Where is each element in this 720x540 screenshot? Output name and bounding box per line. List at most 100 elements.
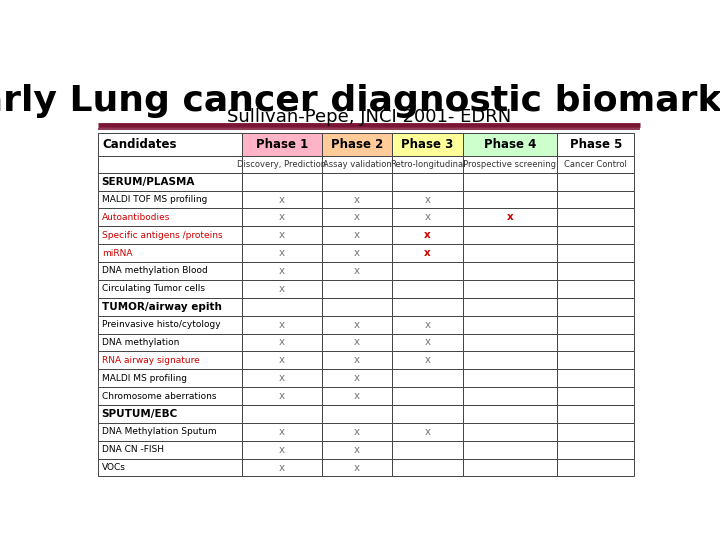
Bar <box>322 441 392 458</box>
Bar <box>557 352 634 369</box>
Text: Assay validation: Assay validation <box>323 160 392 168</box>
Bar <box>242 369 322 387</box>
Text: x: x <box>354 194 360 205</box>
Text: Autoantibodies: Autoantibodies <box>102 213 170 222</box>
Bar <box>242 387 322 405</box>
Bar <box>392 423 463 441</box>
Bar <box>322 369 392 387</box>
Bar <box>463 133 557 156</box>
Text: x: x <box>424 427 431 437</box>
Bar <box>392 244 463 262</box>
Text: Early Lung cancer diagnostic biomarkers: Early Lung cancer diagnostic biomarkers <box>0 84 720 118</box>
Text: Candidates: Candidates <box>103 138 177 151</box>
Bar <box>242 334 322 352</box>
Bar <box>463 316 557 334</box>
Bar <box>557 133 634 156</box>
Text: x: x <box>354 266 360 276</box>
Bar <box>392 369 463 387</box>
Bar <box>99 280 242 298</box>
Bar <box>392 298 463 316</box>
Text: x: x <box>354 355 360 366</box>
Text: Cancer Control: Cancer Control <box>564 160 627 168</box>
Text: SERUM/PLASMA: SERUM/PLASMA <box>102 177 195 187</box>
Bar <box>99 405 242 423</box>
Bar <box>242 226 322 244</box>
Bar <box>99 458 242 476</box>
Bar <box>322 262 392 280</box>
Bar <box>242 280 322 298</box>
Bar <box>242 298 322 316</box>
Bar <box>322 298 392 316</box>
Bar <box>242 458 322 476</box>
Bar <box>463 208 557 226</box>
Bar <box>557 334 634 352</box>
Bar <box>99 352 242 369</box>
Bar <box>463 423 557 441</box>
Text: Prospective screening: Prospective screening <box>464 160 557 168</box>
Text: x: x <box>507 212 513 222</box>
Text: MALDI TOF MS profiling: MALDI TOF MS profiling <box>102 195 207 204</box>
Text: x: x <box>279 284 285 294</box>
Text: Phase 2: Phase 2 <box>331 138 383 151</box>
Bar <box>322 226 392 244</box>
Bar <box>463 387 557 405</box>
Bar <box>392 334 463 352</box>
Bar <box>242 156 322 173</box>
Bar <box>99 298 242 316</box>
Bar <box>557 244 634 262</box>
Bar <box>99 191 242 208</box>
Bar <box>463 173 557 191</box>
Text: x: x <box>279 427 285 437</box>
Bar <box>322 334 392 352</box>
Text: x: x <box>354 391 360 401</box>
Bar <box>99 226 242 244</box>
Text: x: x <box>354 427 360 437</box>
Bar <box>242 133 322 156</box>
Text: x: x <box>354 212 360 222</box>
Bar <box>322 244 392 262</box>
Bar <box>99 133 242 156</box>
Bar <box>322 423 392 441</box>
Bar <box>99 173 242 191</box>
Bar <box>557 208 634 226</box>
Bar <box>463 352 557 369</box>
Bar <box>557 441 634 458</box>
Text: Retro-longitudinal: Retro-longitudinal <box>390 160 465 168</box>
Text: x: x <box>354 248 360 258</box>
Bar <box>242 352 322 369</box>
Text: miRNA: miRNA <box>102 248 132 258</box>
Bar <box>557 405 634 423</box>
Bar <box>322 387 392 405</box>
Text: x: x <box>279 212 285 222</box>
Text: x: x <box>279 355 285 366</box>
Text: TUMOR/airway epith: TUMOR/airway epith <box>102 302 222 312</box>
Bar <box>557 226 634 244</box>
Text: DNA methylation: DNA methylation <box>102 338 179 347</box>
Text: Phase 3: Phase 3 <box>401 138 454 151</box>
Bar <box>322 352 392 369</box>
Bar <box>322 208 392 226</box>
Bar <box>242 405 322 423</box>
Text: Phase 1: Phase 1 <box>256 138 308 151</box>
Text: Phase 5: Phase 5 <box>570 138 622 151</box>
Text: x: x <box>354 338 360 347</box>
Text: x: x <box>279 230 285 240</box>
Bar <box>322 280 392 298</box>
Text: Chromosome aberrations: Chromosome aberrations <box>102 392 216 401</box>
Bar <box>242 441 322 458</box>
Text: x: x <box>354 230 360 240</box>
Bar <box>557 316 634 334</box>
Bar <box>392 262 463 280</box>
Text: x: x <box>279 338 285 347</box>
Text: x: x <box>279 266 285 276</box>
Bar <box>242 316 322 334</box>
Text: x: x <box>279 373 285 383</box>
Text: RNA airway signature: RNA airway signature <box>102 356 199 365</box>
Bar <box>392 458 463 476</box>
Text: Specific antigens /proteins: Specific antigens /proteins <box>102 231 222 240</box>
Bar <box>99 334 242 352</box>
Bar <box>392 173 463 191</box>
Bar <box>322 156 392 173</box>
Text: VOCs: VOCs <box>102 463 125 472</box>
Text: x: x <box>279 391 285 401</box>
